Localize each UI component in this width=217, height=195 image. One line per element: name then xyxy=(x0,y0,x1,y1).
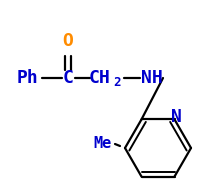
Text: C: C xyxy=(62,69,73,87)
Text: NH: NH xyxy=(141,69,163,87)
Text: CH: CH xyxy=(89,69,111,87)
Text: Ph: Ph xyxy=(17,69,39,87)
Text: Me: Me xyxy=(94,136,112,151)
Text: N: N xyxy=(171,108,182,126)
Text: 2: 2 xyxy=(113,76,121,90)
Text: O: O xyxy=(62,32,73,50)
